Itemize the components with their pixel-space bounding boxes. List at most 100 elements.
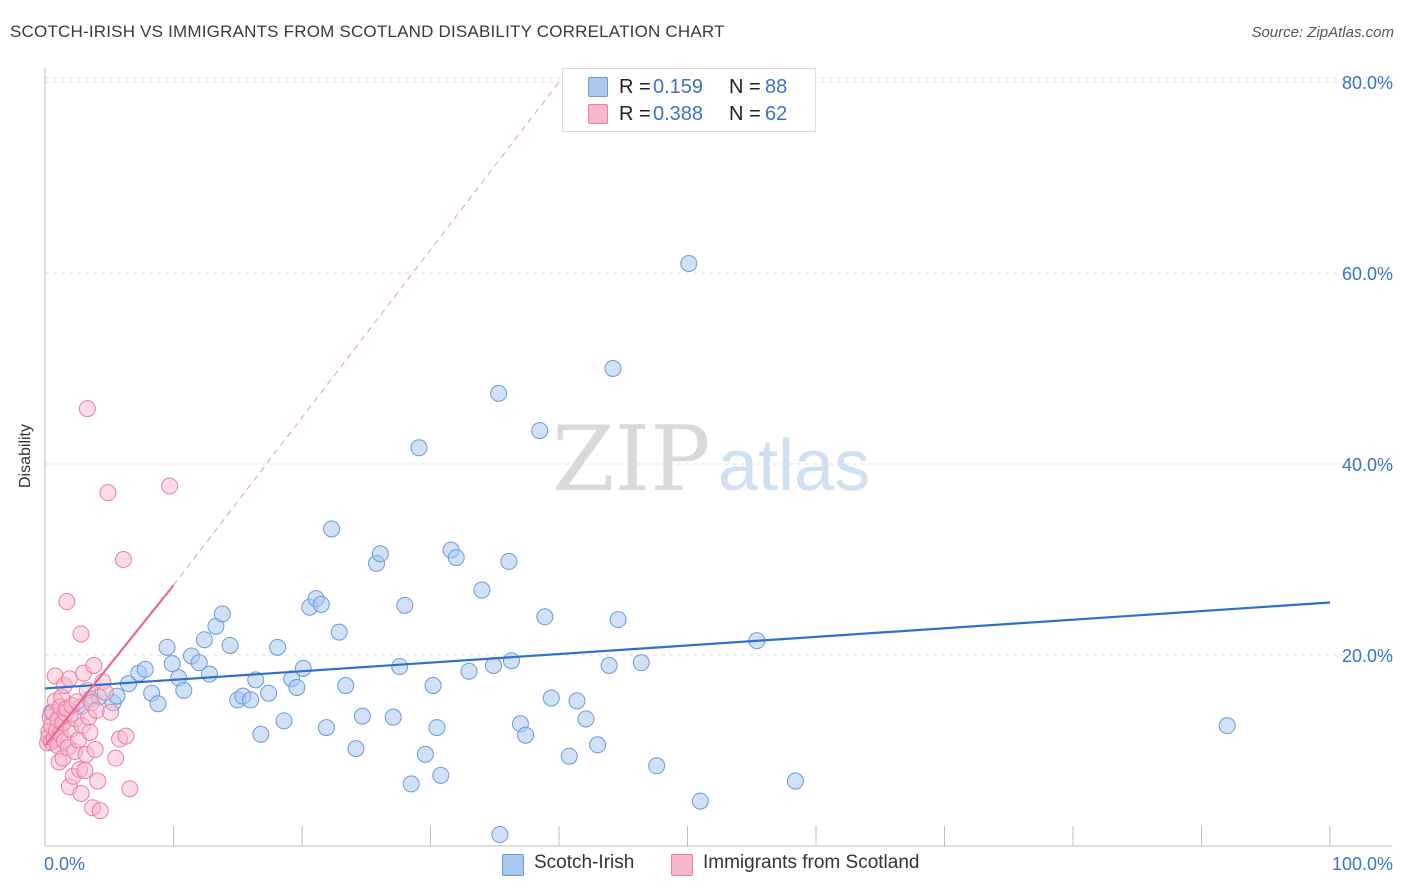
x-tick-labels: 0.0% 100.0% (44, 854, 1393, 874)
point-scotch-irish-82 (786, 772, 804, 790)
series-immigrants-from-scotland (39, 400, 179, 820)
y-axis-label: Disability (17, 423, 34, 489)
point-scotland-60 (161, 477, 179, 495)
point-scotland-58 (117, 727, 135, 745)
point-scotch-irish-29 (252, 725, 270, 743)
r-label: R = (619, 76, 651, 98)
y-tick-label-1: 40.0% (1342, 455, 1393, 475)
point-scotch-irish-24 (221, 636, 239, 654)
point-scotland-57 (114, 551, 132, 568)
point-scotch-irish-57 (447, 549, 465, 567)
point-scotch-irish-72 (577, 710, 595, 728)
legend-swatch-pink (671, 854, 693, 876)
trend-lines (44, 584, 1331, 747)
point-scotch-irish-38 (312, 595, 330, 613)
point-scotch-irish-79 (680, 254, 698, 272)
point-scotch-irish-23 (213, 605, 231, 623)
source-label: Source: ZipAtlas.com (1251, 24, 1394, 41)
point-scotch-irish-61 (490, 384, 508, 402)
point-scotch-irish-50 (402, 775, 420, 793)
legend-label: Scotch-Irish (534, 852, 635, 873)
point-scotch-irish-52 (416, 745, 434, 763)
r-value: 0.159 (653, 76, 704, 98)
legend-swatch-blue (588, 77, 608, 97)
legend-row-scotland: R = 0.388 N = 62 (563, 101, 815, 127)
point-scotch-irish-76 (609, 611, 627, 629)
point-scotland-54 (102, 703, 120, 721)
point-scotch-irish-69 (542, 689, 560, 707)
point-scotch-irish-75 (604, 360, 622, 377)
point-scotch-irish-51 (410, 439, 428, 457)
point-scotch-irish-30 (260, 684, 278, 702)
point-scotland-43 (81, 723, 99, 741)
point-scotland-50 (91, 802, 109, 820)
watermark: ZIP atlas (552, 407, 870, 512)
point-scotch-irish-70 (560, 747, 578, 765)
point-scotch-irish-78 (648, 757, 666, 775)
point-scotch-irish-13 (149, 695, 167, 713)
correlation-legend: R = 0.159 N = 88 R = 0.388 N = 62 (562, 68, 816, 132)
point-scotch-irish-11 (136, 660, 154, 678)
r-value: 0.388 (653, 103, 704, 125)
point-scotch-irish-28 (247, 671, 265, 689)
n-label: N = (729, 76, 761, 98)
point-scotch-irish-53 (424, 677, 442, 695)
point-scotland-55 (107, 749, 125, 767)
point-scotch-irish-80 (691, 792, 709, 810)
point-scotch-irish-63 (500, 552, 518, 570)
series-legend: Scotch-Irish Immigrants from Scotland (0, 850, 1406, 878)
point-scotch-irish-47 (384, 708, 402, 726)
watermark-atlas: atlas (718, 426, 870, 506)
series-scotch-irish (42, 254, 1236, 844)
point-scotch-irish-46 (371, 545, 389, 563)
chart-title: SCOTCH-IRISH VS IMMIGRANTS FROM SCOTLAND… (10, 22, 725, 41)
n-value: 88 (765, 76, 788, 98)
trend-line-scotch-irish (44, 601, 1331, 690)
point-scotch-irish-34 (288, 678, 306, 696)
point-scotland-53 (99, 484, 117, 502)
point-scotch-irish-48 (391, 657, 409, 675)
point-scotch-irish-43 (347, 740, 365, 758)
point-scotch-irish-73 (589, 736, 607, 754)
point-scotch-irish-19 (190, 654, 208, 672)
point-scotland-36 (72, 784, 90, 802)
y-tick-labels: 20.0% 40.0% 60.0% 80.0% (1342, 73, 1393, 666)
point-scotch-irish-17 (175, 681, 193, 699)
r-label: R = (619, 103, 651, 125)
point-scotch-irish-77 (632, 654, 650, 672)
point-scotland-35 (72, 625, 90, 643)
y-tick-label-2: 60.0% (1342, 264, 1393, 284)
point-scotland-39 (76, 762, 94, 780)
n-value: 62 (765, 103, 788, 125)
point-scotch-irish-67 (531, 422, 549, 440)
point-scotland-48 (87, 701, 105, 719)
trend-line-scotland-extrapolated (173, 81, 560, 586)
point-scotland-25 (60, 670, 78, 688)
point-scotch-irish-41 (330, 623, 348, 641)
legend-swatch-blue (502, 854, 524, 876)
x-tick-label-min: 0.0% (44, 854, 85, 874)
n-label: N = (729, 103, 761, 125)
watermark-zip: ZIP (552, 407, 711, 512)
point-scotland-59 (121, 780, 139, 798)
point-scotch-irish-35 (294, 659, 312, 677)
point-scotch-irish-31 (269, 638, 287, 656)
point-scotch-irish-83 (1218, 717, 1236, 735)
point-scotch-irish-66 (517, 726, 535, 744)
point-scotch-irish-32 (275, 712, 293, 730)
grid-lines (45, 77, 1392, 656)
point-scotch-irish-59 (473, 581, 491, 599)
point-scotch-irish-68 (536, 608, 554, 626)
x-tick-label-max: 100.0% (1332, 854, 1393, 874)
point-scotch-irish-49 (396, 596, 414, 614)
point-scotland-47 (86, 741, 104, 759)
point-scotch-irish-14 (158, 638, 176, 656)
point-scotland-52 (96, 683, 114, 701)
legend-row-scotch-irish: R = 0.159 N = 88 (563, 74, 815, 100)
point-scotch-irish-64 (502, 652, 520, 670)
point-scotch-irish-62 (491, 826, 509, 844)
point-scotch-irish-74 (600, 657, 618, 675)
y-tick-label-3: 80.0% (1342, 73, 1393, 93)
legend-swatch-pink (588, 104, 608, 124)
